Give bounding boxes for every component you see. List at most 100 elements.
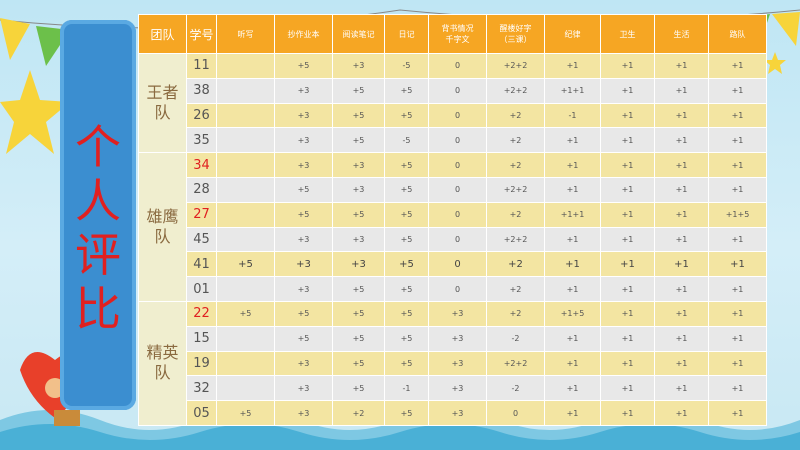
score-cell: -5 [384,127,429,154]
score-cell: +1 [654,300,709,327]
score-cell: +1 [708,350,767,377]
score-cell [216,226,275,253]
column-header: 学号 [186,14,217,54]
score-cell: +1 [708,77,767,104]
score-cell: 0 [428,127,487,154]
score-cell: +1 [544,276,601,302]
score-cell: +3 [332,176,385,203]
score-cell: +1 [600,201,655,228]
score-cell: +5 [332,300,385,327]
table-row: 41 +5 +3 +3 +5 0 +2 +1 +1 +1 +1 [139,251,767,278]
score-cell: +1 [600,176,655,203]
score-table: 团队 学号 听写 抄作业本 阅读笔记 日记 背书情况 千字文 醒楼好字 （三课） 纪律 卫生 生活 路队 … [138,14,767,426]
student-id: 26 [186,102,217,129]
score-cell: +5 [274,201,333,228]
student-id: 28 [186,176,217,203]
score-cell: +1+5 [708,201,767,228]
score-cell: +1 [654,127,709,154]
score-cell: +5 [384,226,429,253]
student-id: 27 [186,201,217,228]
score-cell: +5 [384,350,429,377]
score-cell: +2 [486,102,545,129]
score-cell: +5 [332,325,385,352]
student-id: 34 [186,152,217,178]
score-cell: +1 [600,251,655,278]
score-cell: 0 [486,400,545,426]
table-row: 32 +3 +5 -1 +3 -2 +1 +1 +1 +1 [139,375,767,402]
score-cell: +1 [708,300,767,327]
table-row: 45 +3 +3 +5 0 +2+2 +1 +1 +1 +1 [139,226,767,253]
score-cell [216,375,275,402]
score-cell: +1+1 [544,77,601,104]
score-cell [216,176,275,203]
score-cell: +1 [600,375,655,402]
student-id: 32 [186,375,217,402]
table-row: 雄鹰队 34 +3 +3 +5 0 +2 +1 +1 +1 +1 [138,152,767,302]
column-header: 阅读笔记 [332,14,385,54]
title-char: 人 [75,174,121,228]
score-cell: +1 [600,226,655,253]
score-cell: 0 [428,201,487,228]
table-body: 王者队 11 +5 +3 -5 0 +2+2 +1 +1 +1 +1 38 +3 +5 +5 0 +2+2 +1+… [138,52,767,426]
score-cell: +2 [486,276,545,302]
score-cell: +1 [708,251,767,278]
score-cell: +3 [332,251,385,278]
score-cell [216,201,275,228]
score-cell: +5 [384,325,429,352]
score-cell: +2 [486,300,545,327]
page-title: 个 人 评 比 [60,120,136,336]
score-cell: +1 [600,350,655,377]
score-cell: +1 [544,375,601,402]
student-id: 15 [186,325,217,352]
score-cell: +5 [384,102,429,129]
score-cell: +5 [332,201,385,228]
score-cell: +5 [216,251,275,278]
score-cell [216,102,275,129]
score-cell: +1 [708,325,767,352]
score-cell: +3 [274,276,333,302]
table-row: 27 +5 +5 +5 0 +2 +1+1 +1 +1 +1+5 [139,201,767,228]
student-id: 05 [186,400,217,426]
score-cell: +3 [274,77,333,104]
score-cell: +1 [654,152,709,178]
score-cell: +5 [384,400,429,426]
score-cell: +1 [654,251,709,278]
score-cell: +1 [654,325,709,352]
score-cell: +5 [384,300,429,327]
student-id: 35 [186,127,217,154]
score-cell: +2+2 [486,176,545,203]
score-cell: +3 [332,152,385,178]
score-cell: +1 [600,152,655,178]
score-cell: +1 [600,127,655,154]
score-cell: +1 [708,127,767,154]
score-cell: +1 [544,152,601,178]
table-row: 28 +5 +3 +5 0 +2+2 +1 +1 +1 +1 [139,176,767,203]
score-cell: +1 [544,325,601,352]
score-cell: +5 [384,77,429,104]
score-cell: +1 [654,400,709,426]
score-cell: 0 [428,77,487,104]
score-cell: +5 [332,276,385,302]
score-cell: +3 [332,226,385,253]
score-cell: +5 [216,300,275,327]
student-id: 45 [186,226,217,253]
star-decoration [0,70,70,154]
column-header: 醒楼好字 （三课） [486,14,545,54]
score-cell: +5 [274,53,333,79]
score-cell: +3 [274,102,333,129]
score-cell [216,350,275,377]
score-cell: +2 [486,201,545,228]
score-cell: +1 [544,127,601,154]
score-cell: 0 [428,226,487,253]
column-header: 路队 [708,14,767,54]
score-cell: +1 [654,102,709,129]
student-id: 19 [186,350,217,377]
table-row: 38 +3 +5 +5 0 +2+2 +1+1 +1 +1 +1 [139,77,767,104]
column-header: 听写 [216,14,275,54]
score-cell: +1 [654,375,709,402]
score-cell: +1 [708,53,767,79]
student-id: 01 [186,276,217,302]
score-cell: +5 [332,127,385,154]
score-cell: +2+2 [486,53,545,79]
score-cell: +3 [428,400,487,426]
